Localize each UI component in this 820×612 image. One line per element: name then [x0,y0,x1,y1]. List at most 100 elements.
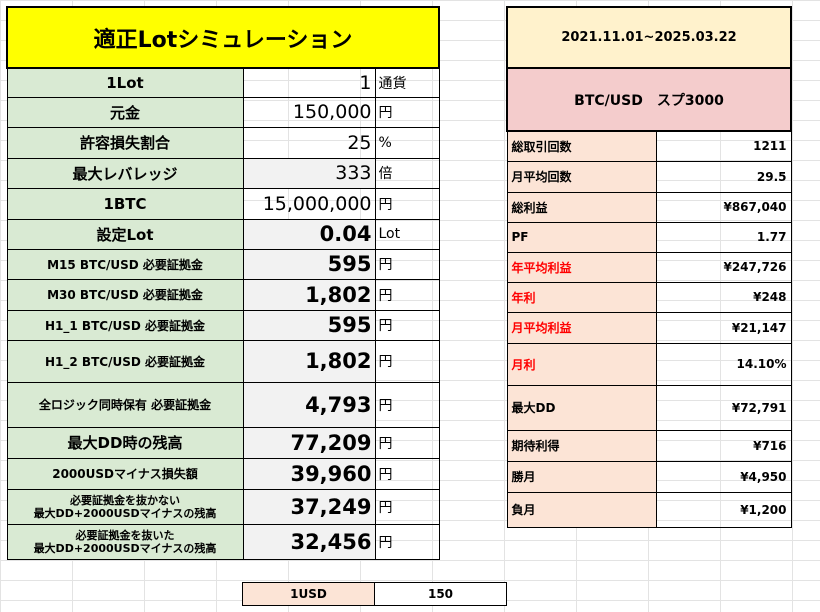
row-value[interactable]: 595 [242,248,376,280]
backtest-stats-table: 2021.11.01~2025.03.22 BTC/USD スプ3000 総取引… [506,6,792,528]
table-row: 元金 150,000 円 [6,96,440,128]
row-value[interactable]: 1,802 [242,278,376,311]
row-unit[interactable]: 円 [374,309,440,341]
row-label[interactable]: M30 BTC/USD 必要証拠金 [6,278,244,311]
table-row: 1Lot 1 通貨 [6,67,440,98]
table-row: PF 1.77 [506,221,792,253]
usd-rate-table: 1USD 150 [242,582,507,606]
row-unit[interactable]: 円 [374,339,440,383]
row-label[interactable]: M15 BTC/USD 必要証拠金 [6,248,244,280]
row-label[interactable]: 設定Lot [6,218,244,250]
row-label[interactable]: 最大レバレッジ [6,157,244,189]
table-row: H1_2 BTC/USD 必要証拠金 1,802 円 [6,339,440,383]
row-value[interactable]: 4,793 [242,381,376,428]
pair-spread-cell[interactable]: BTC/USD スプ3000 [506,67,792,132]
row-unit[interactable]: 円 [374,96,440,128]
row-unit[interactable]: % [374,126,440,159]
row-value[interactable]: 77,209 [242,426,376,459]
stat-value[interactable]: ¥72,791 [655,384,792,431]
row-label-line2: 最大DD+2000USDマイナスの残高 [33,541,217,555]
row-label[interactable]: 必要証拠金を抜いた 最大DD+2000USDマイナスの残高 [6,523,244,560]
row-label[interactable]: 必要証拠金を抜かない 最大DD+2000USDマイナスの残高 [6,488,244,525]
row-label[interactable]: 2000USDマイナス損失額 [6,457,244,490]
row-unit[interactable]: 円 [374,278,440,311]
row-value[interactable]: 25 [242,126,376,159]
stat-value[interactable]: ¥867,040 [655,191,792,223]
table-row: 最大DD時の残高 77,209 円 [6,426,440,459]
row-unit[interactable]: 円 [374,426,440,459]
table-row: 月平均回数 29.5 [506,160,792,193]
stat-value[interactable]: 29.5 [655,160,792,193]
row-unit[interactable]: 円 [374,187,440,220]
row-value[interactable]: 333 [242,157,376,189]
row-label[interactable]: 1BTC [6,187,244,220]
table-row: 総利益 ¥867,040 [506,191,792,223]
table-row: M15 BTC/USD 必要証拠金 595 円 [6,248,440,280]
table-row: 勝月 ¥4,950 [506,460,792,493]
row-value[interactable]: 150,000 [242,96,376,128]
stat-value[interactable]: ¥4,950 [655,460,792,493]
sheet-title[interactable]: 適正Lotシミュレーション [6,6,440,69]
stat-value[interactable]: ¥716 [655,429,792,462]
stat-label[interactable]: 負月 [506,491,657,528]
stat-value[interactable]: 1211 [655,130,792,162]
stat-label[interactable]: 最大DD [506,384,657,431]
stat-label[interactable]: 年平均利益 [506,251,657,283]
table-row: 必要証拠金を抜かない 最大DD+2000USDマイナスの残高 37,249 円 [6,488,440,525]
stat-label[interactable]: 総利益 [506,191,657,223]
table-row: H1_1 BTC/USD 必要証拠金 595 円 [6,309,440,341]
stat-value[interactable]: ¥248 [655,281,792,313]
table-row: 必要証拠金を抜いた 最大DD+2000USDマイナスの残高 32,456 円 [6,523,440,560]
stat-value[interactable]: 14.10% [655,342,792,386]
row-unit[interactable]: 円 [374,381,440,428]
row-label[interactable]: H1_1 BTC/USD 必要証拠金 [6,309,244,341]
row-label[interactable]: 許容損失割合 [6,126,244,159]
row-unit[interactable]: 倍 [374,157,440,189]
row-value[interactable]: 1 [242,67,376,98]
row-unit[interactable]: 円 [374,248,440,280]
row-value[interactable]: 32,456 [242,523,376,560]
table-row: M30 BTC/USD 必要証拠金 1,802 円 [6,278,440,311]
row-label[interactable]: 全ロジック同時保有 必要証拠金 [6,381,244,428]
row-label[interactable]: 元金 [6,96,244,128]
stat-label[interactable]: 期待利得 [506,429,657,462]
stat-label[interactable]: 総取引回数 [506,130,657,162]
stat-label[interactable]: PF [506,221,657,253]
row-unit[interactable]: 通貨 [374,67,440,98]
row-unit[interactable]: Lot [374,218,440,250]
table-row: 設定Lot 0.04 Lot [6,218,440,250]
stat-label[interactable]: 月平均回数 [506,160,657,193]
stat-label[interactable]: 月利 [506,342,657,386]
row-value[interactable]: 15,000,000 [242,187,376,220]
table-row: 月利 14.10% [506,342,792,386]
stat-value[interactable]: ¥1,200 [655,491,792,528]
row-unit[interactable]: 円 [374,523,440,560]
stat-value[interactable]: ¥247,726 [655,251,792,283]
row-value[interactable]: 1,802 [242,339,376,383]
row-label[interactable]: H1_2 BTC/USD 必要証拠金 [6,339,244,383]
row-value[interactable]: 0.04 [242,218,376,250]
row-unit[interactable]: 円 [374,488,440,525]
stat-value[interactable]: ¥21,147 [655,311,792,344]
row-value[interactable]: 37,249 [242,488,376,525]
stat-label[interactable]: 勝月 [506,460,657,493]
row-label[interactable]: 最大DD時の残高 [6,426,244,459]
table-row: 負月 ¥1,200 [506,491,792,528]
stat-label[interactable]: 年利 [506,281,657,313]
period-cell[interactable]: 2021.11.01~2025.03.22 [506,6,792,69]
row-value[interactable]: 39,960 [242,457,376,490]
stat-value[interactable]: 1.77 [655,221,792,253]
usd-label[interactable]: 1USD [242,582,375,606]
table-row: 2000USDマイナス損失額 39,960 円 [6,457,440,490]
stat-label[interactable]: 月平均利益 [506,311,657,344]
table-row: 年平均利益 ¥247,726 [506,251,792,283]
row-label[interactable]: 1Lot [6,67,244,98]
table-row: 総取引回数 1211 [506,130,792,162]
row-unit[interactable]: 円 [374,457,440,490]
table-row: 全ロジック同時保有 必要証拠金 4,793 円 [6,381,440,428]
row-label-line2: 最大DD+2000USDマイナスの残高 [33,506,217,520]
row-value[interactable]: 595 [242,309,376,341]
table-row: 年利 ¥248 [506,281,792,313]
table-row: 許容損失割合 25 % [6,126,440,159]
usd-value[interactable]: 150 [374,582,507,606]
